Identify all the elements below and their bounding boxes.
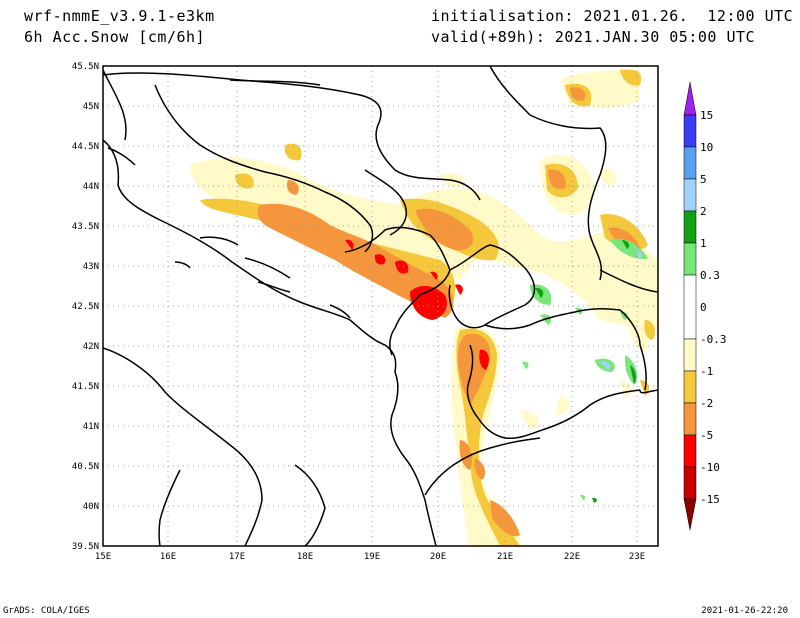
graticule (103, 66, 658, 546)
lat-label: 43.5N (72, 222, 99, 232)
lon-label: 17E (229, 552, 245, 562)
lon-label: 15E (95, 552, 111, 562)
lat-label: 39.5N (72, 542, 99, 552)
map-frame (102, 65, 659, 547)
lon-label: 18E (297, 552, 313, 562)
lat-label: 45N (83, 102, 99, 112)
lat-label: 42N (83, 342, 99, 352)
footer-timestamp: 2021-01-26-22:20 (701, 606, 788, 616)
lat-label: 44.5N (72, 142, 99, 152)
colorbar-swatch (683, 274, 697, 340)
coastlines-and-borders (103, 66, 658, 546)
colorbar-label: -5 (700, 429, 713, 442)
colorbar: 15 10 5 2 1 0.3 0 -0.3 -1 -2 -5 -10 -15 (683, 81, 727, 531)
colorbar-label: 5 (700, 173, 707, 186)
lon-axis: 15E 16E 17E 18E 19E 20E 21E 22E 23E (95, 552, 645, 562)
lon-label: 19E (364, 552, 380, 562)
lat-label: 45.5N (72, 62, 99, 72)
lat-axis: 45.5N 45N 44.5N 44N 43.5N 43N 42.5N 42N … (72, 62, 99, 552)
lon-label: 21E (497, 552, 513, 562)
lat-label: 40N (83, 502, 99, 512)
colorbar-swatch (683, 434, 697, 468)
colorbar-label: 0.3 (700, 269, 720, 282)
lat-label: 40.5N (72, 462, 99, 472)
lon-label: 16E (160, 552, 176, 562)
colorbar-swatch (683, 402, 697, 436)
snow-field-layer (190, 69, 658, 546)
lat-label: 41N (83, 422, 99, 432)
lat-label: 43N (83, 262, 99, 272)
colorbar-label: 0 (700, 301, 707, 314)
footer-credit: GrADS: COLA/IGES (3, 606, 90, 616)
lon-label: 20E (430, 552, 446, 562)
colorbar-label: -10 (700, 461, 720, 474)
colorbar-label: -1 (700, 365, 713, 378)
colorbar-label: -2 (700, 397, 713, 410)
colorbar-swatch (683, 210, 697, 244)
colorbar-swatch (683, 370, 697, 404)
valid-time: valid(+89h): 2021.JAN.30 05:00 UTC (431, 28, 756, 46)
colorbar-swatch (683, 178, 697, 212)
field-title: 6h Acc.Snow [cm/6h] (24, 28, 206, 46)
colorbar-label: 10 (700, 141, 713, 154)
lon-label: 22E (564, 552, 580, 562)
colorbar-top-arrow (683, 81, 697, 116)
lat-label: 42.5N (72, 302, 99, 312)
model-title: wrf-nmmE_v3.9.1-e3km (24, 7, 215, 25)
colorbar-label: -0.3 (700, 333, 727, 346)
lon-label: 23E (629, 552, 645, 562)
colorbar-swatch (683, 242, 697, 276)
colorbar-label: -15 (700, 493, 720, 506)
colorbar-label: 2 (700, 205, 707, 218)
colorbar-swatch (683, 114, 697, 148)
colorbar-label: 1 (700, 237, 707, 250)
colorbar-label: 15 (700, 109, 713, 122)
colorbar-swatch (683, 466, 697, 500)
lat-label: 41.5N (72, 382, 99, 392)
colorbar-bottom-arrow (683, 498, 697, 531)
init-time: initialisation: 2021.01.26. 12:00 UTC (431, 7, 794, 25)
lat-label: 44N (83, 182, 99, 192)
colorbar-swatch (683, 146, 697, 180)
colorbar-swatch (683, 338, 697, 372)
